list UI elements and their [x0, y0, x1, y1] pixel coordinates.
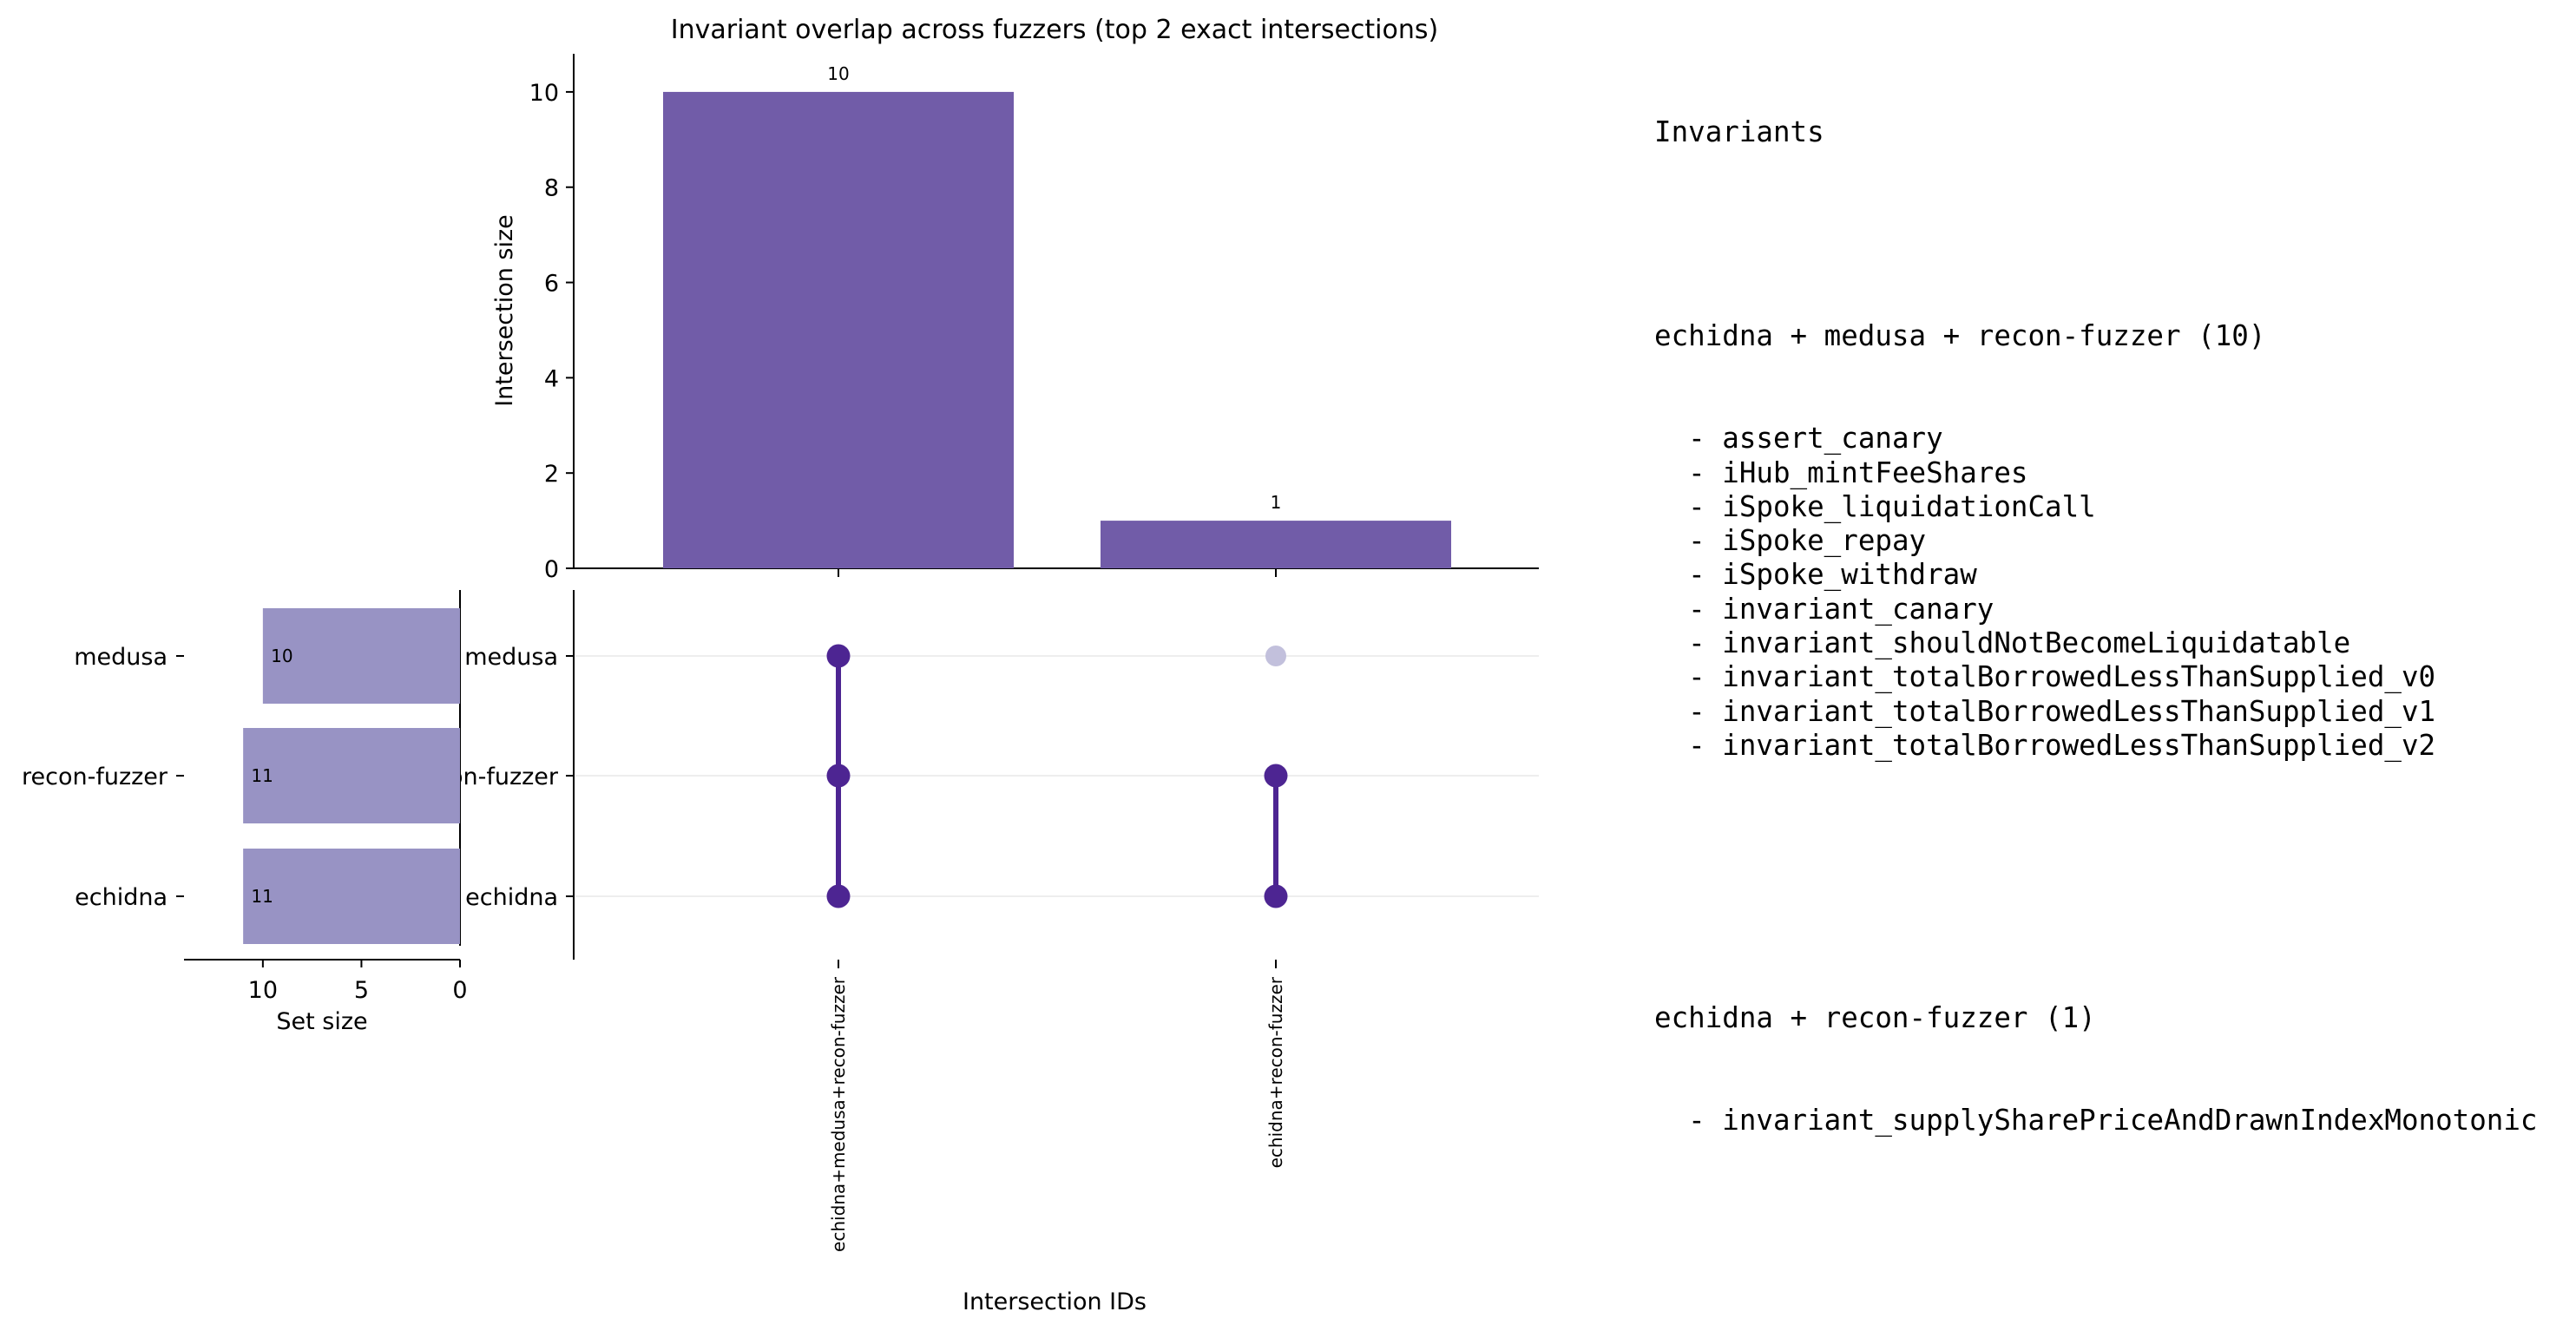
set-size-value-label: 11 — [251, 886, 273, 907]
matrix-dot-active — [826, 884, 851, 908]
legend-item-text: invariant_shouldNotBecomeLiquidatable — [1722, 626, 2351, 660]
legend-bullet: - — [1654, 1104, 1723, 1138]
legend-item-text: invariant_totalBorrowedLessThanSupplied_… — [1722, 728, 2436, 762]
y-tick-label: 0 — [544, 556, 559, 583]
legend-items: - invariant_supplySharePriceAndDrawnInde… — [1654, 1104, 2557, 1138]
set-row-label: echidna — [75, 884, 168, 911]
matrix-dot-active — [1264, 884, 1288, 908]
intersection-id-label: echidna+medusa+recon-fuzzer — [828, 976, 849, 1252]
matrix-row-label: echidna — [465, 884, 558, 911]
legend-item-text: invariant_supplySharePriceAndDrawnIndexM… — [1722, 1104, 2538, 1138]
bar-value-label: 10 — [827, 63, 849, 84]
legend-bullet: - — [1654, 694, 1723, 728]
set-size-ticks: 10 5 0 — [248, 960, 468, 1004]
legend-item-text: iHub_mintFeeShares — [1722, 456, 2028, 489]
intersection-y-ticks: 0 2 4 6 8 10 — [529, 80, 574, 583]
set-size-tick-label: 0 — [452, 977, 467, 1004]
legend-item: - iSpoke_liquidationCall — [1654, 490, 2557, 524]
intersection-bar — [1101, 521, 1451, 568]
legend-item-text: iSpoke_liquidationCall — [1722, 489, 2096, 523]
legend-item-text: invariant_totalBorrowedLessThanSupplied_… — [1722, 660, 2436, 694]
legend-item-text: iSpoke_withdraw — [1722, 558, 1977, 592]
invariants-legend: Invariants echidna + medusa + recon-fuzz… — [1654, 47, 2557, 1240]
set-size-tick-label: 10 — [248, 977, 278, 1004]
legend-bullet: - — [1654, 660, 1723, 694]
intersection-x-axis-label: Intersection IDs — [963, 1288, 1147, 1315]
legend-item: - invariant_totalBorrowedLessThanSupplie… — [1654, 660, 2557, 694]
legend-bullet: - — [1654, 456, 1723, 489]
set-size-value-label: 11 — [251, 765, 273, 786]
y-tick-label: 2 — [544, 461, 559, 488]
legend-item: - invariant_shouldNotBecomeLiquidatable — [1654, 626, 2557, 660]
legend-item: - assert_canary — [1654, 422, 2557, 456]
legend-bullet: - — [1654, 524, 1723, 558]
legend-bullet: - — [1654, 558, 1723, 592]
legend-group-title: echidna + medusa + recon-fuzzer (10) — [1654, 319, 2266, 353]
set-size-bar — [262, 608, 460, 704]
intersection-y-axis-label: Intersection size — [491, 214, 518, 407]
intersection-bars: 10 1 — [663, 63, 1451, 577]
legend-bullet: - — [1654, 728, 1723, 762]
set-size-value-label: 10 — [271, 646, 292, 666]
intersection-bar — [663, 91, 1014, 569]
legend-item: - invariant_canary — [1654, 593, 2557, 626]
legend-item-text: invariant_canary — [1722, 592, 1994, 626]
legend-group-title: echidna + recon-fuzzer (1) — [1654, 1001, 2096, 1035]
chart-title: Invariant overlap across fuzzers (top 2 … — [671, 15, 1438, 45]
matrix-row-label: medusa — [464, 644, 558, 671]
set-size-plot: 10 medusa 11 recon-fuzzer 11 echidna 10 5 0 Set… — [22, 590, 468, 1035]
intersection-size-plot: 0 2 4 6 8 10 10 1 Intersection size — [491, 54, 1539, 583]
y-tick-label: 10 — [529, 80, 559, 107]
set-size-tick-label: 5 — [354, 977, 369, 1004]
legend-item: - invariant_totalBorrowedLessThanSupplie… — [1654, 695, 2557, 729]
legend-item: - invariant_supplySharePriceAndDrawnInde… — [1654, 1104, 2557, 1138]
legend-item: - iSpoke_repay — [1654, 524, 2557, 558]
legend-bullet: - — [1654, 422, 1723, 456]
matrix-columns: echidna+medusa+recon-fuzzer echidna+recon… — [826, 644, 1288, 1252]
legend-item-text: invariant_totalBorrowedLessThanSupplied_… — [1722, 694, 2436, 728]
bar-value-label: 1 — [1271, 492, 1282, 513]
legend-bullet: - — [1654, 592, 1723, 626]
set-size-axis-label: Set size — [276, 1008, 367, 1035]
matrix-dot-active — [826, 644, 851, 668]
legend-items: - assert_canary - iHub_mintFeeShares - i… — [1654, 422, 2557, 763]
legend-bullet: - — [1654, 626, 1723, 660]
y-tick-label: 4 — [544, 365, 559, 392]
matrix-dot-active — [826, 764, 851, 788]
set-size-bar — [243, 849, 460, 944]
intersection-id-label: echidna+recon-fuzzer — [1265, 976, 1286, 1168]
y-tick-label: 8 — [544, 175, 559, 202]
legend-group-2: echidna + recon-fuzzer (1) - invariant_s… — [1654, 934, 2557, 1206]
legend-item: - iSpoke_withdraw — [1654, 558, 2557, 592]
set-size-bars: 10 medusa 11 recon-fuzzer 11 echidna — [22, 608, 460, 944]
set-row-label: medusa — [74, 644, 168, 671]
legend-item: - invariant_totalBorrowedLessThanSupplie… — [1654, 729, 2557, 763]
matrix-dot-inactive — [1265, 646, 1286, 666]
upset-chart: Invariant overlap across fuzzers (top 2 … — [22, 15, 1539, 1315]
legend-item-text: assert_canary — [1722, 422, 1943, 456]
legend-bullet: - — [1654, 489, 1723, 523]
matrix-dot-active — [1264, 764, 1288, 788]
legend-group-1: echidna + medusa + recon-fuzzer (10) - a… — [1654, 252, 2557, 831]
set-size-bar — [243, 728, 460, 823]
y-tick-label: 6 — [544, 271, 559, 298]
legend-item-text: iSpoke_repay — [1722, 524, 1927, 558]
legend-title: Invariants — [1654, 115, 1824, 148]
set-row-label: recon-fuzzer — [22, 764, 168, 790]
legend-item: - iHub_mintFeeShares — [1654, 456, 2557, 490]
